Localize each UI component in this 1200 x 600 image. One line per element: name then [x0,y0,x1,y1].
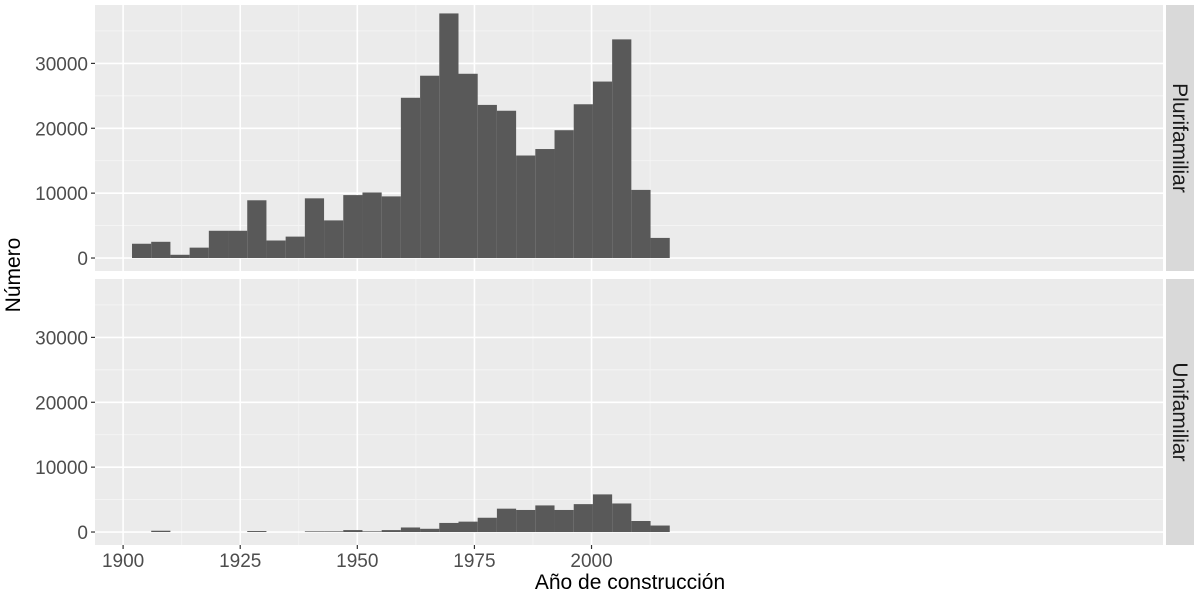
facet-strip [1166,5,1194,271]
y-axis-title: Número [2,238,25,313]
histogram-bar [324,531,344,533]
histogram-bar [304,531,325,533]
histogram-bar [554,509,574,533]
y-tick-label: 0 [77,249,88,270]
histogram-bar [612,39,632,259]
histogram-bar [247,531,267,533]
histogram-bar [592,494,613,533]
histogram-bar [650,525,670,533]
facet-panel-plurifamiliar: 0 10000 20000 30000 Plurifamiliar [35,5,1194,271]
histogram-bar [554,130,574,259]
histogram-bar [631,520,651,533]
x-tick-label: 1975 [453,551,495,572]
x-tick-label: 1925 [219,551,261,572]
histogram-bar [516,155,536,259]
histogram-bar [477,104,497,259]
histogram-bar [612,503,632,533]
histogram-bar [343,195,363,259]
histogram-bar [208,230,229,259]
histogram-bar [458,73,478,259]
y-tick-label: 10000 [35,458,88,479]
histogram-bar [631,189,651,259]
histogram-bar [650,237,670,259]
histogram-bar [573,104,593,259]
facet-panel-unifamiliar: 0 10000 20000 30000 Unifamiliar [35,279,1194,545]
histogram-bar [381,196,401,259]
histogram-bar [362,531,382,533]
x-tick-label: 1900 [102,551,144,572]
y-tick-label: 10000 [35,184,88,205]
histogram-bar [516,509,536,533]
histogram-bar [439,522,459,533]
histogram-bar [247,200,267,259]
x-tick-label: 1950 [336,551,378,572]
histogram-bar [496,508,517,533]
histogram-bar [266,240,286,259]
histogram-bar [151,530,171,533]
facet-strip [1166,279,1194,545]
facet-strip-label: Unifamiliar [1168,362,1191,461]
histogram-bar [535,149,555,259]
x-tick-label: 2000 [570,551,612,572]
histogram-bar [573,504,593,533]
histogram-bar [535,505,555,533]
histogram-bar [170,254,190,259]
histogram-bar [228,230,248,259]
histogram-bar [477,517,497,533]
y-tick-label: 20000 [35,393,88,414]
histogram-bar [381,530,401,533]
x-axis-title: Año de construcción [535,571,725,594]
histogram-bar [343,530,363,533]
histogram-bar [592,81,613,259]
histogram-bar [439,13,459,259]
histogram-bar [362,192,382,259]
panel-background [95,279,1163,545]
histogram-bar [496,110,517,259]
histogram-bar [132,243,152,259]
histogram-bar [400,97,421,259]
y-tick-label: 30000 [35,328,88,349]
y-tick-label: 30000 [35,54,88,75]
histogram-bar [324,220,344,259]
histogram-bar [304,198,325,259]
histogram-bar [400,527,421,533]
histogram-bar [151,241,171,259]
facet-strip-label: Plurifamiliar [1168,83,1191,193]
histogram-bar [420,528,440,533]
histogram-bar [458,521,478,533]
histogram-bar [420,75,440,259]
y-tick-label: 0 [77,523,88,544]
y-tick-label: 20000 [35,119,88,140]
histogram-bar [285,236,305,259]
histogram-bar [189,247,209,259]
